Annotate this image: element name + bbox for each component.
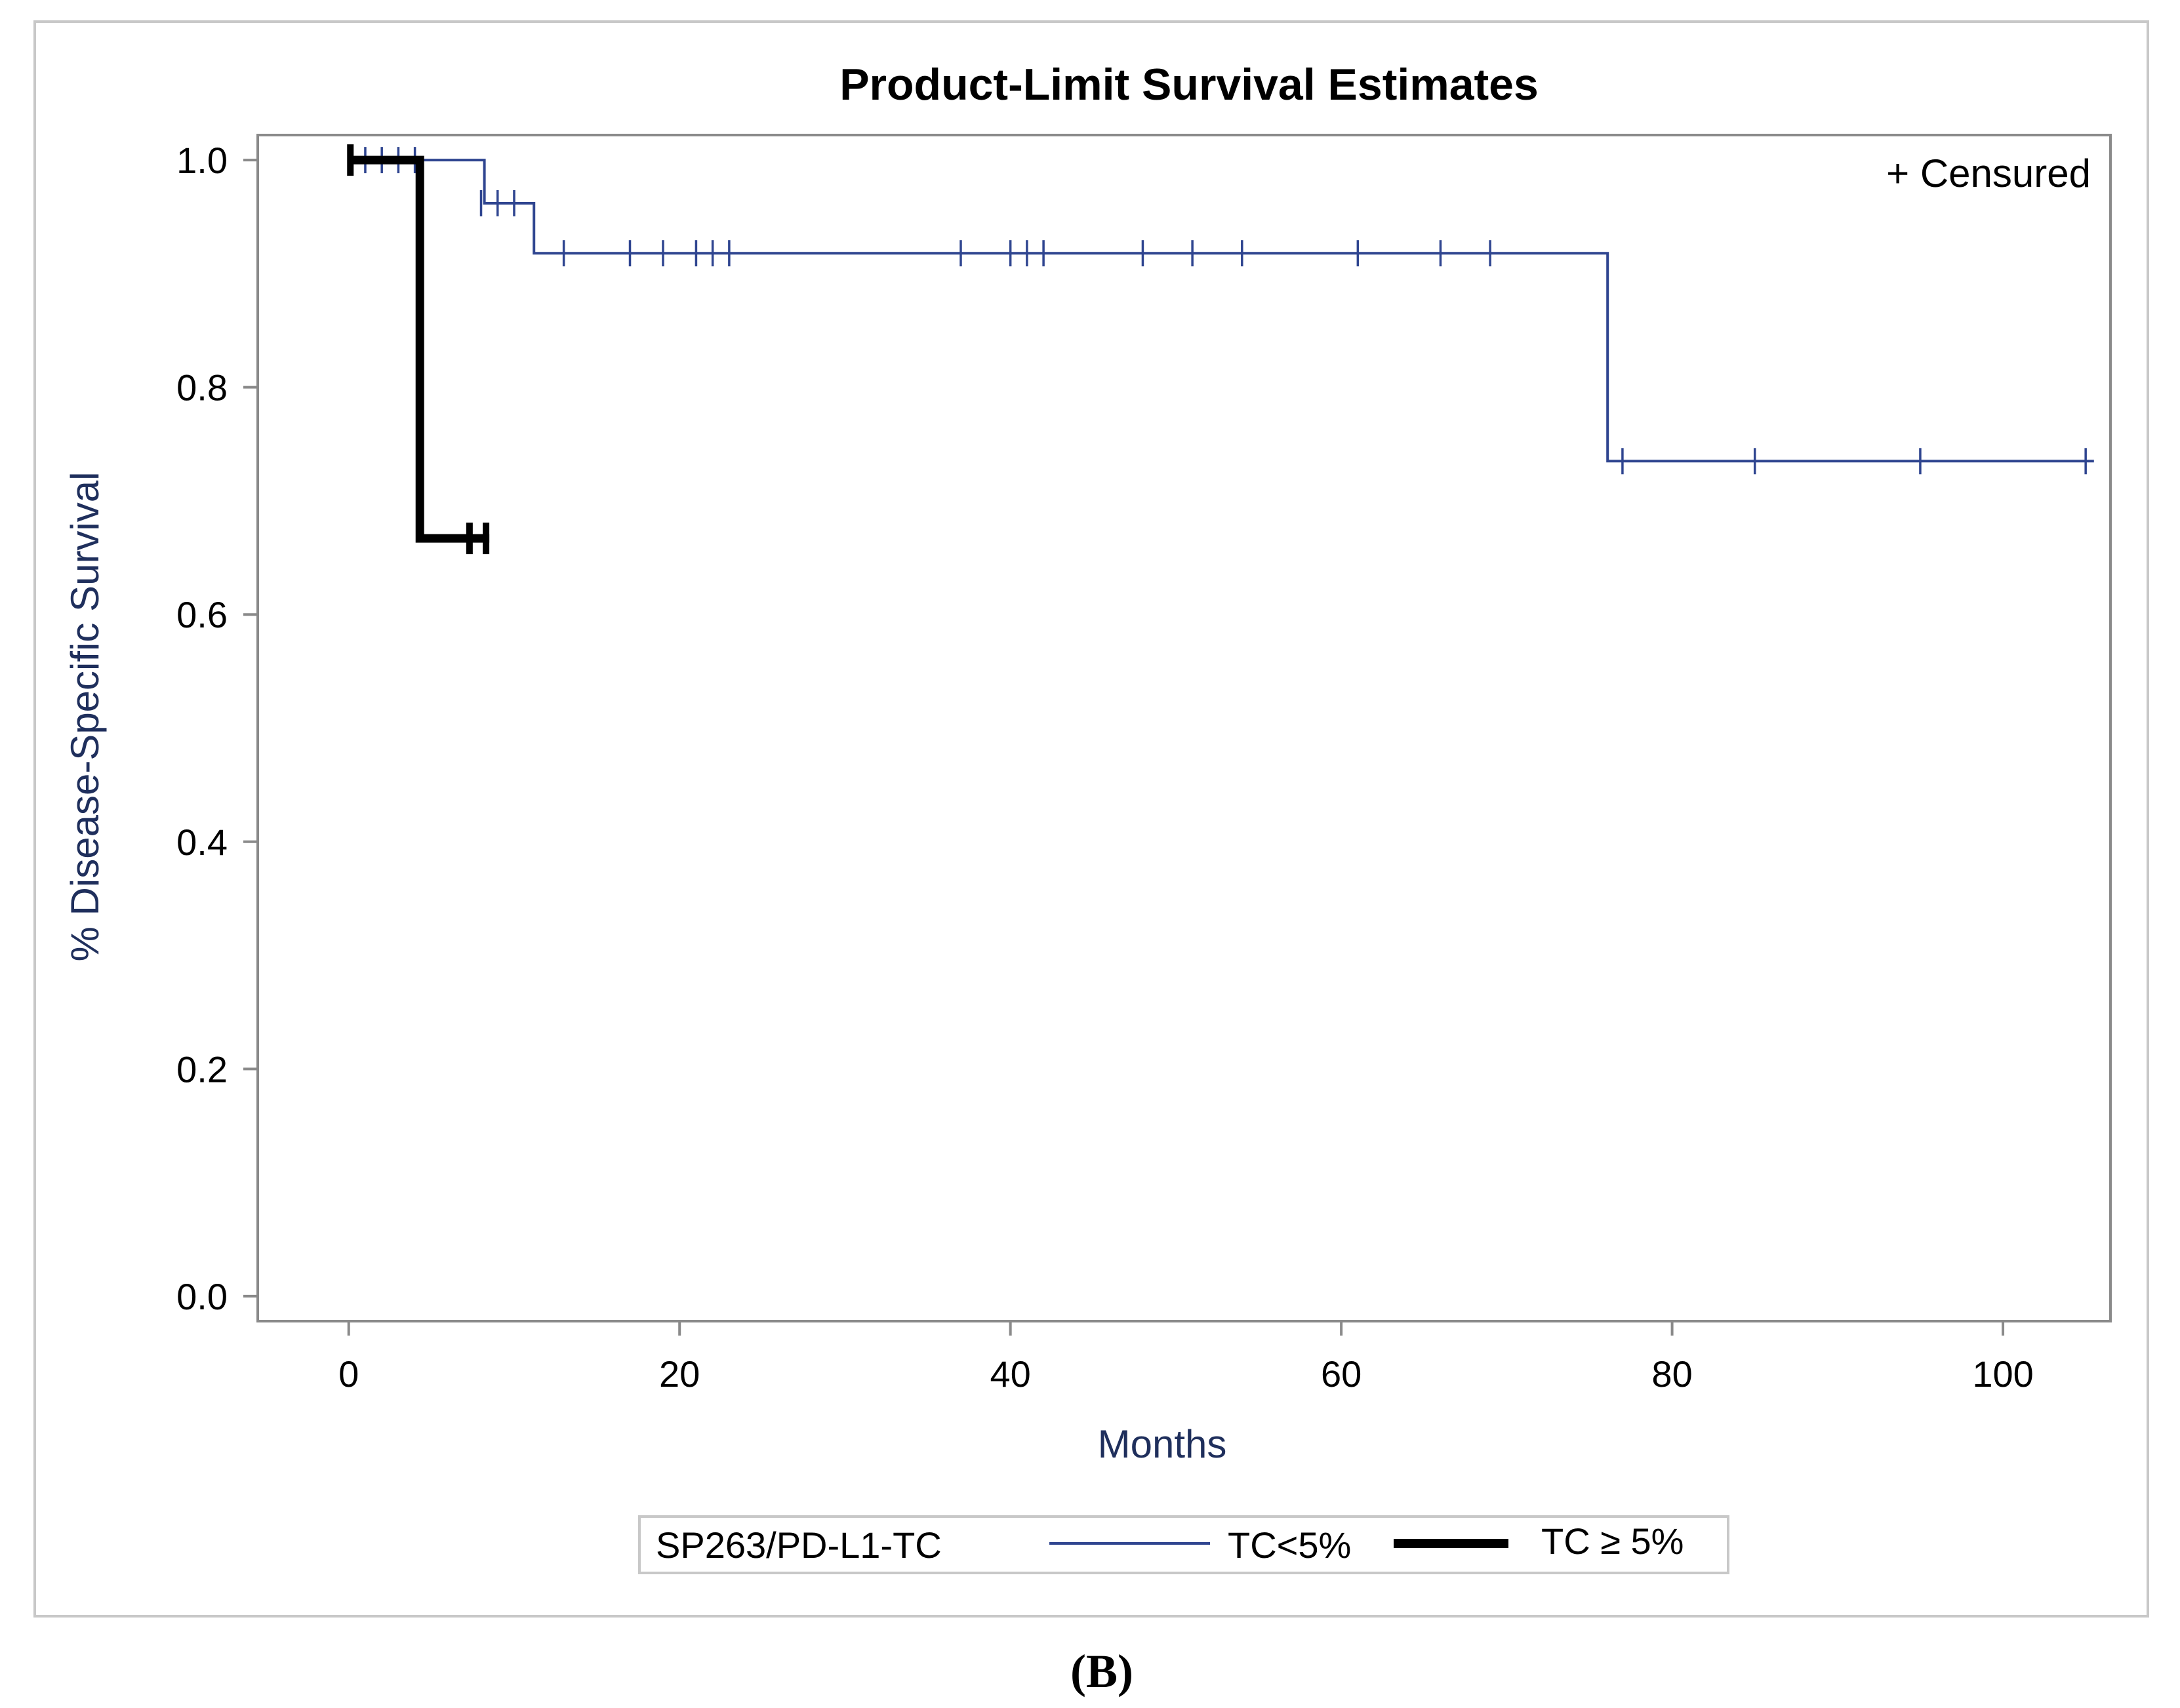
censored-note: + Censured xyxy=(1886,151,2091,195)
y-axis-label: % Disease-Specific Survival xyxy=(63,472,107,962)
series-layer xyxy=(347,144,2094,555)
chart-title: Product-Limit Survival Estimates xyxy=(839,60,1539,109)
survival-step-line xyxy=(348,155,490,543)
survival-step-line xyxy=(348,159,2094,463)
x-tick-label: 20 xyxy=(659,1353,700,1395)
y-tick-label: 0.8 xyxy=(176,367,228,408)
y-tick-label: 1.0 xyxy=(176,140,228,181)
plot-area xyxy=(256,134,2112,1322)
legend-label-tc-high: TC ≥ 5% xyxy=(1541,1520,1684,1562)
x-tick-label: 100 xyxy=(1972,1353,2033,1395)
y-tick-label: 0.2 xyxy=(176,1048,228,1090)
x-tick-label: 40 xyxy=(990,1353,1031,1395)
series-tc-low xyxy=(348,147,2094,475)
figure-border xyxy=(33,20,2149,1618)
x-tick-label: 80 xyxy=(1651,1353,1692,1395)
x-axis: 0 20 40 60 80 100 xyxy=(338,1321,2034,1395)
legend: SP263/PD-L1-TC TC<5% TC ≥ 5% xyxy=(638,1515,1729,1574)
y-tick-label: 0.6 xyxy=(176,594,228,635)
x-tick-label: 60 xyxy=(1321,1353,1362,1395)
y-axis: 0.0 0.2 0.4 0.6 0.8 1.0 xyxy=(176,140,258,1317)
figure-caption: (B) xyxy=(1070,1645,1133,1698)
legend-title: SP263/PD-L1-TC xyxy=(656,1524,942,1566)
x-axis-label: Months xyxy=(1098,1422,1227,1466)
series-tc-high xyxy=(347,144,490,555)
x-tick-label: 0 xyxy=(338,1353,359,1395)
y-tick-label: 0.4 xyxy=(176,822,228,863)
legend-label-tc-low: TC<5% xyxy=(1228,1524,1351,1566)
y-tick-label: 0.0 xyxy=(176,1276,228,1317)
